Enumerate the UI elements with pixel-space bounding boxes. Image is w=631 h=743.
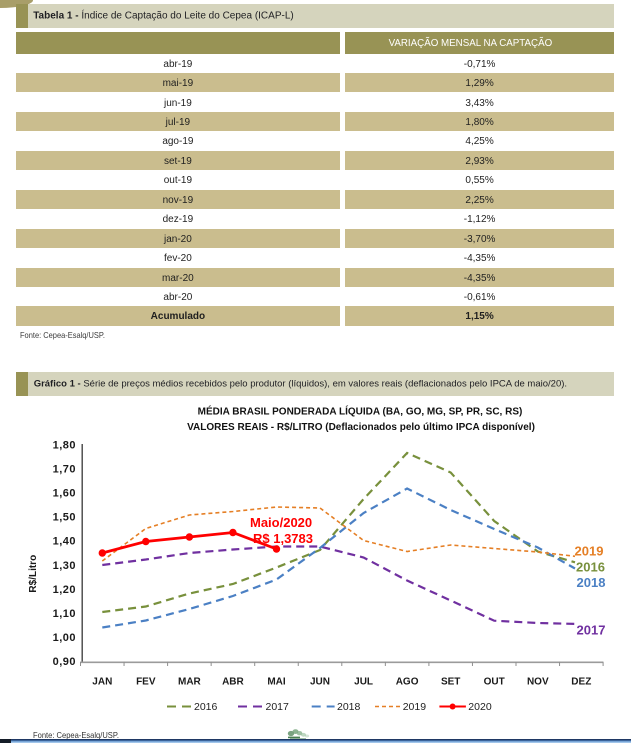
svg-text:DEZ: DEZ [571,677,591,688]
svg-text:2019: 2019 [403,701,427,713]
svg-text:ABR: ABR [222,677,244,688]
svg-text:JAN: JAN [92,677,112,688]
svg-text:1,30: 1,30 [53,560,76,572]
svg-text:0,90: 0,90 [53,656,76,668]
svg-text:1,70: 1,70 [53,463,76,475]
svg-text:FEV: FEV [136,677,156,688]
svg-text:1,80: 1,80 [53,439,76,451]
svg-text:1,00: 1,00 [53,632,76,644]
svg-text:OUT: OUT [484,677,505,688]
svg-text:1,20: 1,20 [53,584,76,596]
svg-text:R$/Litro: R$/Litro [28,555,39,593]
svg-text:1,40: 1,40 [53,536,76,548]
svg-text:SET: SET [441,677,460,688]
svg-text:NOV: NOV [527,677,549,688]
svg-text:2018: 2018 [337,701,361,713]
svg-text:1,50: 1,50 [53,512,76,524]
svg-text:MÉDIA BRASIL PONDERADA LÍQUIDA: MÉDIA BRASIL PONDERADA LÍQUIDA (BA, GO, … [198,405,523,418]
svg-text:2017: 2017 [266,701,290,713]
svg-text:AGO: AGO [396,677,419,688]
svg-text:2018: 2018 [577,575,606,590]
svg-text:VALORES REAIS - R$/LITRO (Defl: VALORES REAIS - R$/LITRO (Deflacionados … [187,422,535,433]
svg-text:2016: 2016 [194,701,218,713]
svg-text:2016: 2016 [576,560,605,575]
svg-text:Maio/2020: Maio/2020 [250,515,312,530]
svg-text:1,10: 1,10 [53,608,76,620]
svg-text:JUL: JUL [354,677,373,688]
svg-text:2017: 2017 [577,622,606,637]
svg-text:2019: 2019 [575,543,604,558]
svg-text:MAR: MAR [178,677,202,688]
svg-text:2020: 2020 [468,701,492,713]
svg-text:MAI: MAI [267,677,286,688]
svg-text:JUN: JUN [310,677,330,688]
svg-text:1,60: 1,60 [53,488,76,500]
svg-text:R$ 1,3783: R$ 1,3783 [253,531,313,546]
